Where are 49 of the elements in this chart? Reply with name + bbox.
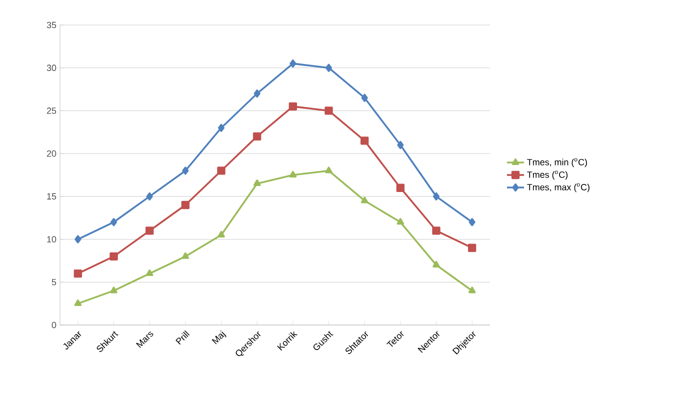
point	[182, 252, 190, 259]
point	[181, 200, 190, 210]
point	[74, 235, 82, 244]
legend-label: Tmes ($^{o}$C)	[527, 170, 568, 180]
y-tick-label: 5	[52, 279, 56, 286]
point	[325, 166, 332, 174]
point	[288, 102, 298, 111]
point	[325, 64, 332, 72]
point	[360, 136, 369, 145]
y-tick-label: 20	[46, 150, 56, 157]
point	[182, 166, 189, 175]
y-tick-label: 0	[52, 322, 56, 328]
point	[396, 218, 404, 225]
point	[146, 192, 153, 201]
y-tick-label: 10	[47, 236, 56, 242]
point	[468, 286, 476, 294]
legend-label: Tmes, min ($^{o}$C)	[527, 158, 587, 168]
point	[110, 286, 118, 294]
point	[289, 170, 297, 178]
point	[218, 230, 225, 238]
point	[396, 184, 405, 192]
point	[253, 132, 262, 141]
point	[218, 124, 225, 132]
point	[110, 252, 118, 261]
point	[360, 196, 368, 204]
point	[217, 166, 226, 175]
x-tick-label: Maj	[212, 330, 226, 344]
point	[146, 269, 154, 276]
point	[432, 226, 440, 235]
point	[74, 269, 82, 278]
point	[432, 192, 440, 201]
y-tick-label: 35	[46, 22, 56, 28]
y-tick-label: 25	[46, 108, 56, 114]
y-tick-label: 15	[47, 193, 56, 200]
point	[468, 218, 476, 226]
legend-label: Tmes, max ($^{o}$C)	[527, 183, 590, 192]
point	[253, 179, 261, 186]
point	[361, 94, 368, 102]
point	[74, 299, 82, 306]
point	[468, 244, 476, 252]
point	[324, 106, 333, 115]
point	[146, 226, 154, 235]
x-tick-label: Prill	[176, 330, 190, 345]
point	[397, 140, 404, 150]
point	[432, 260, 440, 268]
point	[290, 59, 296, 68]
y-tick-label: 30	[46, 64, 56, 72]
point	[110, 218, 118, 226]
point	[254, 89, 260, 98]
